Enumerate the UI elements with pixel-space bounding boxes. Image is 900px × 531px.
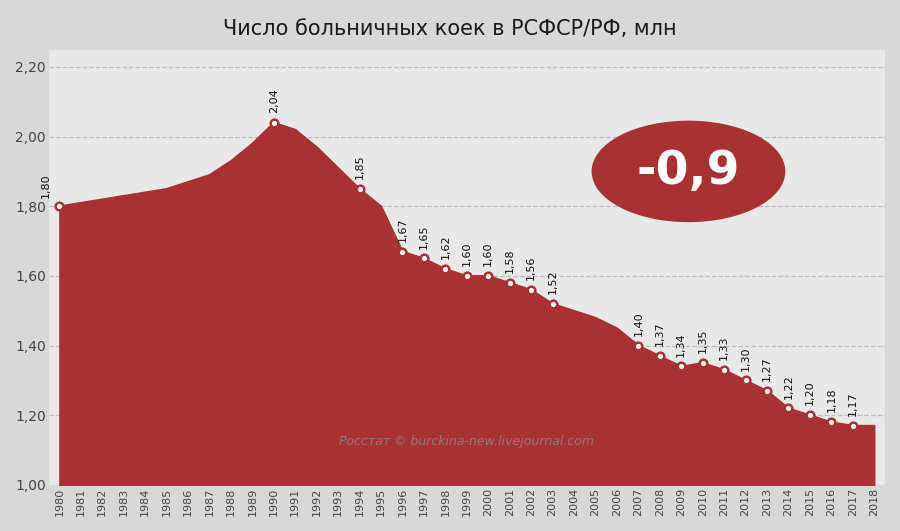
Text: 1,80: 1,80 [40,173,50,198]
Text: 1,35: 1,35 [698,329,707,353]
Text: 1,37: 1,37 [655,322,665,346]
Circle shape [592,122,785,221]
Text: 1,56: 1,56 [526,255,536,280]
Text: 1,60: 1,60 [462,242,472,266]
Text: 1,18: 1,18 [826,388,836,413]
Text: 1,52: 1,52 [547,269,558,294]
Text: 1,65: 1,65 [418,224,429,249]
Text: Росстат © burckina-new.livejournal.com: Росстат © burckina-new.livejournal.com [339,435,594,448]
Text: 1,62: 1,62 [440,235,450,259]
Text: 1,30: 1,30 [741,346,751,371]
Text: 1,58: 1,58 [505,249,515,273]
Text: 1,40: 1,40 [634,311,643,336]
Text: 1,34: 1,34 [676,332,687,357]
Text: 1,67: 1,67 [398,217,408,242]
Text: 1,17: 1,17 [848,391,858,416]
Text: 1,85: 1,85 [355,155,365,179]
Text: -0,9: -0,9 [637,149,740,194]
Text: 1,22: 1,22 [784,374,794,398]
Text: 2,04: 2,04 [269,88,279,113]
Text: 1,33: 1,33 [719,336,729,360]
Text: Число больничных коек в РСФСР/РФ, млн: Число больничных коек в РСФСР/РФ, млн [223,19,677,39]
Text: 1,60: 1,60 [483,242,493,266]
Text: 1,27: 1,27 [762,356,772,381]
Text: 1,20: 1,20 [805,381,814,406]
